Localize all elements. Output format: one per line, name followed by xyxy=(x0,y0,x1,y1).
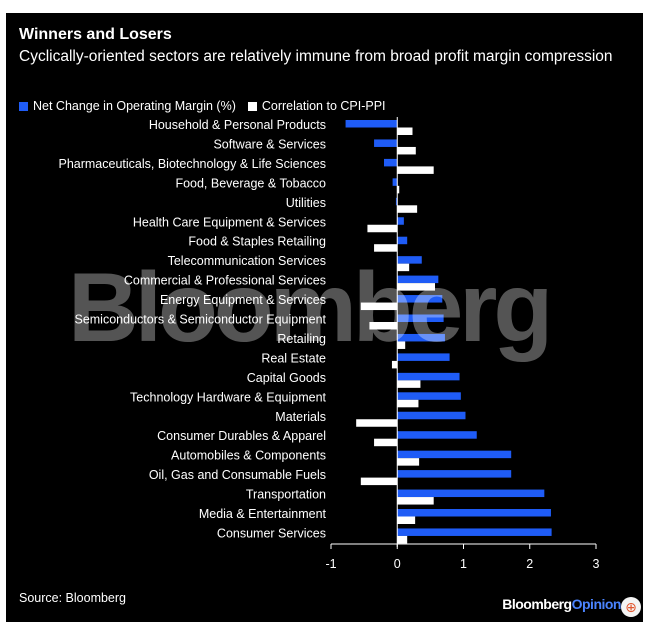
category-label: Health Care Equipment & Services xyxy=(133,215,326,229)
legend-swatch-series1 xyxy=(19,101,28,111)
bar-series1 xyxy=(345,120,398,128)
bar-series2 xyxy=(391,360,398,369)
x-tick-label: 1 xyxy=(460,557,467,571)
category-label: Telecommunication Services xyxy=(168,254,326,268)
bar-series1 xyxy=(397,392,461,400)
bar-series2 xyxy=(397,535,408,544)
brand-main: Bloomberg xyxy=(502,596,572,612)
bar-series1 xyxy=(374,139,398,147)
legend-item-series1: Net Change in Operating Margin (%) xyxy=(19,99,236,113)
bar-series1 xyxy=(397,431,477,439)
bar-series1 xyxy=(397,353,450,361)
bar-series2 xyxy=(360,477,398,486)
bar-series1 xyxy=(397,450,512,459)
category-label: Energy Equipment & Services xyxy=(160,293,326,307)
bar-series1 xyxy=(397,509,551,517)
bar-series2 xyxy=(397,205,418,213)
bar-series2 xyxy=(397,127,413,135)
brand-logo: BloombergOpinion xyxy=(502,596,621,612)
category-label: Oil, Gas and Consumable Fuels xyxy=(149,468,326,482)
bar-series1 xyxy=(397,256,422,264)
category-label: Food, Beverage & Tobacco xyxy=(175,176,326,190)
bar-series1 xyxy=(397,489,545,498)
bar-series2 xyxy=(397,516,416,524)
bar-series1 xyxy=(397,470,512,478)
category-label: Transportation xyxy=(246,488,326,502)
bar-series2 xyxy=(397,458,420,466)
chart-title: Winners and Losers xyxy=(19,26,172,43)
category-label: Food & Staples Retailing xyxy=(188,235,326,249)
legend-label-series1: Net Change in Operating Margin (%) xyxy=(33,99,236,113)
bar-series2 xyxy=(397,263,410,272)
chart-subtitle: Cyclically-oriented sectors are relative… xyxy=(19,48,613,65)
category-label: Retailing xyxy=(277,332,326,346)
bar-series1 xyxy=(397,217,404,225)
bar-series2 xyxy=(374,244,398,252)
zoom-icon[interactable]: ⊕ xyxy=(621,597,641,617)
bar-series2 xyxy=(356,419,398,427)
category-label: Utilities xyxy=(286,196,326,210)
category-label: Software & Services xyxy=(213,137,326,151)
category-label: Automobiles & Components xyxy=(171,449,326,463)
bar-series2 xyxy=(397,497,434,505)
legend-label-series2: Correlation to CPI-PPI xyxy=(261,99,386,113)
bar-series1 xyxy=(397,333,445,342)
category-label: Technology Hardware & Equipment xyxy=(130,390,326,404)
bar-series1 xyxy=(397,314,444,322)
bar-series2 xyxy=(397,185,400,194)
x-tick-label: 2 xyxy=(526,557,533,571)
x-tick-label: -1 xyxy=(325,557,336,571)
category-label: Capital Goods xyxy=(247,371,326,385)
bar-series2 xyxy=(369,322,398,330)
bar-series1 xyxy=(397,528,552,536)
bar-series1 xyxy=(397,372,460,381)
bar-series2 xyxy=(397,283,436,291)
bar-series2 xyxy=(397,380,421,388)
bar-series1 xyxy=(397,295,443,303)
bar-series2 xyxy=(360,302,398,311)
bar-series1 xyxy=(395,197,398,206)
chart-panel: Winners and Losers Cyclically-oriented s… xyxy=(6,13,643,622)
legend-item-series2: Correlation to CPI-PPI xyxy=(247,99,386,113)
category-label: Pharmaceuticals, Biotechnology & Life Sc… xyxy=(58,157,326,171)
bar-series2 xyxy=(374,438,398,447)
bar-series2 xyxy=(397,399,419,408)
bar-series1 xyxy=(397,236,408,245)
bar-series2 xyxy=(367,224,398,233)
category-label: Materials xyxy=(275,410,326,424)
category-label: Semiconductors & Semiconductor Equipment xyxy=(74,313,326,327)
category-label: Media & Entertainment xyxy=(199,507,327,521)
bar-series1 xyxy=(397,411,466,420)
bar-chart: Household & Personal Products Software & … xyxy=(58,117,600,571)
brand-accent: Opinion xyxy=(571,596,622,612)
bar-series2 xyxy=(397,146,416,155)
x-tick-label: 0 xyxy=(394,557,401,571)
bar-series1 xyxy=(392,178,398,186)
legend-swatch-series2 xyxy=(247,101,257,111)
category-label: Consumer Durables & Apparel xyxy=(157,429,326,443)
bar-series1 xyxy=(384,158,398,167)
x-tick-label: 3 xyxy=(593,557,600,571)
category-label: Real Estate xyxy=(261,351,326,365)
bar-series2 xyxy=(397,166,434,174)
source-note: Source: Bloomberg xyxy=(19,591,127,605)
bar-series1 xyxy=(397,275,439,284)
category-label: Consumer Services xyxy=(217,526,326,540)
bar-series2 xyxy=(397,341,406,349)
category-label: Commercial & Professional Services xyxy=(124,274,326,288)
chart-legend: Net Change in Operating Margin (%) Corre… xyxy=(19,99,398,113)
category-label: Household & Personal Products xyxy=(149,118,326,132)
